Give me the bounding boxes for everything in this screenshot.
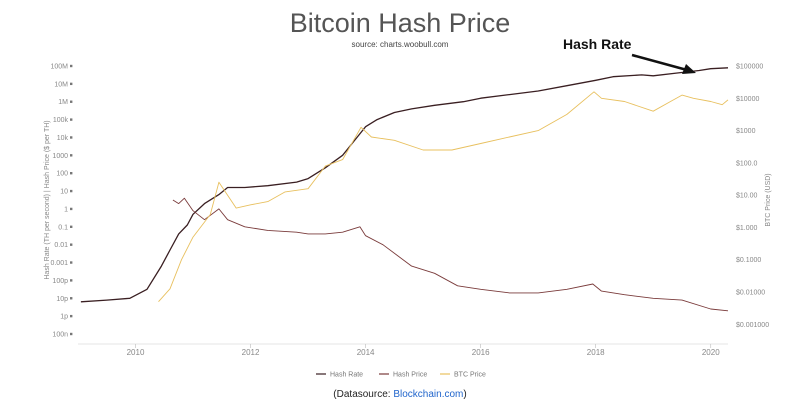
y-left-tick-marker (70, 118, 73, 121)
hash-rate-series-line (80, 67, 729, 303)
x-tick-label: 2014 (357, 348, 375, 357)
y-left-tick-label: 10p (56, 296, 68, 303)
y-left-tick-label: 1p (60, 314, 68, 321)
y-left-tick-label: 0.01 (54, 242, 68, 249)
y-left-tick-label: 100k (53, 117, 69, 124)
y-right-tick-label: $10000 (736, 96, 759, 103)
y-left-tick-label: 0.001 (50, 260, 68, 267)
legend-item-label: Hash Price (393, 372, 427, 379)
datasource-prefix: (Datasource: (333, 389, 394, 400)
y-left-tick-label: 1 (64, 206, 68, 213)
y-left-axis-label: Hash Rate (TH per second) | Hash Price (… (44, 120, 51, 279)
x-tick-label: 2010 (127, 348, 145, 357)
y-left-tick-label: 100p (52, 278, 68, 285)
y-right-tick-label: $1000 (736, 128, 756, 135)
y-right-tick-label: $100.0 (736, 160, 758, 167)
y-left-tick-marker (70, 136, 73, 139)
y-left-tick-label: 100M (50, 64, 68, 71)
y-left-tick-marker (70, 172, 73, 175)
annotation-arrow-shaft (631, 53, 688, 72)
x-tick-label: 2020 (702, 348, 720, 357)
y-left-tick-label: 10 (60, 189, 68, 196)
y-left-tick-marker (70, 314, 73, 318)
y-left-tick-marker (70, 154, 73, 157)
y-left-tick-marker (70, 243, 73, 246)
y-left-tick-marker (70, 189, 73, 193)
y-left-tick-marker (70, 279, 73, 282)
y-left-tick-label: 100n (52, 332, 68, 339)
y-left-tick-label: 0.1 (58, 224, 68, 231)
x-tick-label: 2016 (472, 348, 490, 357)
y-left-tick-marker (70, 332, 73, 336)
y-left-tick-marker (70, 82, 73, 86)
y-right-tick-label: $100000 (736, 64, 763, 71)
annotation-arrow-head (682, 64, 696, 74)
y-right-tick-label: $1.000 (736, 225, 758, 232)
datasource-note: (Datasource: Blockchain.com) (0, 389, 800, 400)
y-right-tick-label: $0.001000 (736, 322, 769, 329)
y-left-tick-marker (70, 100, 73, 103)
x-tick-label: 2012 (242, 348, 260, 357)
y-right-tick-label: $0.01000 (736, 290, 765, 297)
legend-item-label: Hash Rate (330, 372, 363, 379)
x-tick-label: 2018 (587, 348, 605, 357)
y-left-tick-marker (70, 64, 73, 68)
y-left-tick-marker (70, 297, 73, 300)
y-left-tick-label: 1000 (52, 153, 68, 160)
legend-item-label: BTC Price (454, 372, 486, 379)
y-left-tick-marker (70, 207, 73, 211)
datasource-link[interactable]: Blockchain.com (393, 389, 464, 400)
y-left-tick-label: 1M (58, 99, 68, 106)
y-right-tick-label: $10.00 (736, 193, 758, 200)
btc-price-series-line (158, 91, 729, 302)
y-right-tick-label: $0.1000 (736, 257, 761, 264)
y-left-tick-marker (70, 225, 73, 228)
hash-price-series-line (172, 197, 729, 312)
y-left-tick-marker (70, 261, 73, 264)
y-right-axis-label: BTC Price (USD) (765, 173, 772, 226)
y-left-tick-label: 100 (56, 171, 68, 178)
y-left-tick-label: 10k (57, 135, 69, 142)
hash-rate-annotation: Hash Rate (563, 36, 632, 52)
y-left-tick-label: 10M (54, 81, 68, 88)
datasource-suffix: ) (463, 389, 467, 400)
chart-title: Bitcoin Hash Price (289, 8, 511, 38)
chart-subtitle: source: charts.woobull.com (351, 40, 449, 49)
